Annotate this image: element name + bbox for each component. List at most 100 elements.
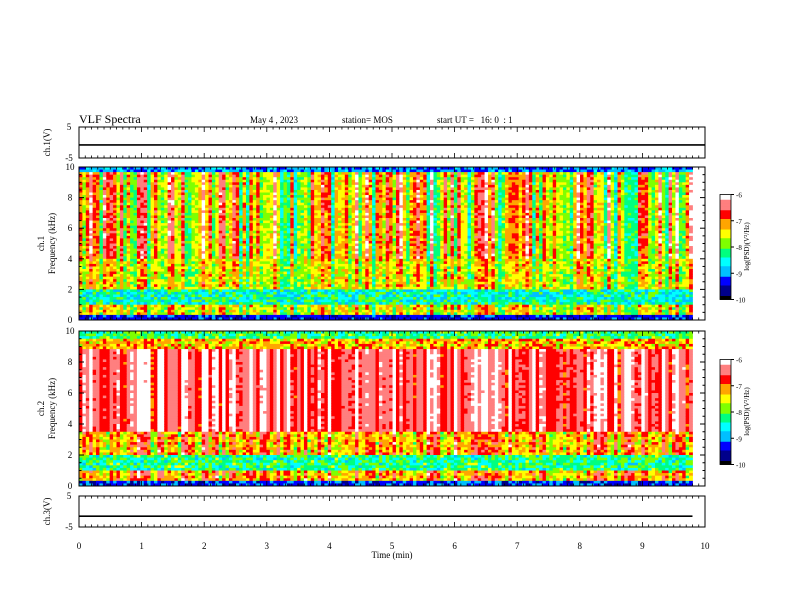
spectrogram-cell <box>120 182 124 185</box>
spectrogram-cell <box>140 228 144 231</box>
spectrogram-cell <box>106 187 110 190</box>
spectrogram-cell <box>96 238 100 241</box>
spectrogram-cell <box>113 254 117 257</box>
spectrogram-cell <box>86 302 90 305</box>
spectrogram-cell <box>86 208 90 211</box>
spectrogram-cell <box>96 228 100 231</box>
spectrogram-cell <box>154 226 158 229</box>
spectrogram-cell <box>123 187 127 190</box>
spectrogram-cell <box>93 180 97 183</box>
spectrogram-cell <box>130 172 134 175</box>
spectrogram-cell <box>147 210 151 213</box>
spectrogram-cell <box>96 279 100 282</box>
spectrogram-cell <box>110 210 114 213</box>
spectrogram-cell <box>116 238 120 241</box>
spectrogram-cell <box>123 190 127 193</box>
spectrogram-cell <box>157 226 161 229</box>
spectrogram-cell <box>157 292 161 295</box>
spectrogram-cell <box>120 251 124 254</box>
spectrogram-cell <box>144 272 148 275</box>
spectrogram-cell <box>110 170 114 173</box>
spectrogram-cell <box>82 218 86 221</box>
spectrogram-cell <box>82 187 86 190</box>
spectrogram-cell <box>96 218 100 221</box>
spectrogram-cell <box>123 203 127 206</box>
spectrogram-cell <box>137 302 141 305</box>
spectrogram-cell <box>123 292 127 295</box>
spectrogram-cell <box>103 182 107 185</box>
spectrogram-cell <box>99 261 103 264</box>
spectrogram-cell <box>89 223 93 226</box>
spectrogram-cell <box>89 259 93 262</box>
spectrogram-cell <box>144 295 148 298</box>
spectrogram-cell <box>127 244 131 247</box>
spectrogram-cell <box>144 218 148 221</box>
spectrogram-cell <box>151 223 155 226</box>
spectrogram-cell <box>86 198 90 201</box>
spectrogram-cell <box>151 198 155 201</box>
spectrogram-cell <box>79 231 83 234</box>
spectrogram-cell <box>151 215 155 218</box>
spectrogram-cell <box>89 213 93 216</box>
spectrogram-cell <box>93 205 97 208</box>
spectrogram-cell <box>113 244 117 247</box>
spectrogram-cell <box>147 231 151 234</box>
spectrogram-cell <box>137 241 141 244</box>
spectrogram-cell <box>103 233 107 236</box>
spectrogram-cell <box>110 241 114 244</box>
spectrogram-cell <box>99 208 103 211</box>
spectrogram-cell <box>144 297 148 300</box>
spectrogram-cell <box>99 170 103 173</box>
spectrogram-cell <box>134 284 138 287</box>
spectrogram-cell <box>130 269 134 272</box>
spectrogram-cell <box>134 177 138 180</box>
spectrogram-cell <box>120 259 124 262</box>
spectrogram-cell <box>116 264 120 267</box>
spectrogram-cell <box>116 297 120 300</box>
spectrogram-cell <box>134 218 138 221</box>
spectrogram-cell <box>130 190 134 193</box>
spectrogram-cell <box>134 182 138 185</box>
spectrogram-cell <box>130 198 134 201</box>
spectrogram-cell <box>134 208 138 211</box>
spectrogram-cell <box>106 228 110 231</box>
spectrogram-cell <box>99 295 103 298</box>
spectrogram-cell <box>116 177 120 180</box>
spectrogram-cell <box>151 185 155 188</box>
spectrogram-cell <box>161 297 165 300</box>
spectrogram-cell <box>116 236 120 239</box>
spectrogram-cell <box>137 170 141 173</box>
spectrogram-cell <box>130 170 134 173</box>
spectrogram-cell <box>120 310 124 313</box>
spectrogram-cell <box>120 221 124 224</box>
spectrogram-cell <box>151 195 155 198</box>
spectrogram-cell <box>157 187 161 190</box>
spectrogram-cell <box>106 218 110 221</box>
spectrogram-cell <box>154 187 158 190</box>
spectrogram-cell <box>89 305 93 308</box>
spectrogram-cell <box>154 307 158 310</box>
spectrogram-cell <box>123 210 127 213</box>
spectrogram-cell <box>130 259 134 262</box>
spectrogram-cell <box>140 238 144 241</box>
spectrogram-cell <box>110 300 114 303</box>
spectrogram-cell <box>110 175 114 178</box>
spectrogram-cell <box>120 203 124 206</box>
spectrogram-cell <box>110 203 114 206</box>
spectrogram-cell <box>134 190 138 193</box>
spectrogram-cell <box>93 170 97 173</box>
spectrogram-cell <box>113 282 117 285</box>
spectrogram-cell <box>120 241 124 244</box>
spectrogram-cell <box>137 254 141 257</box>
spectrogram-cell <box>99 172 103 175</box>
spectrogram-cell <box>106 307 110 310</box>
spectrogram-cell <box>82 236 86 239</box>
spectrogram-cell <box>130 300 134 303</box>
spectrogram-cell <box>140 187 144 190</box>
spectrogram-cell <box>79 238 83 241</box>
spectrogram-cell <box>134 246 138 249</box>
spectrogram-cell <box>116 205 120 208</box>
spectrogram-cell <box>157 218 161 221</box>
spectrogram-cell <box>140 287 144 290</box>
spectrogram-cell <box>123 274 127 277</box>
